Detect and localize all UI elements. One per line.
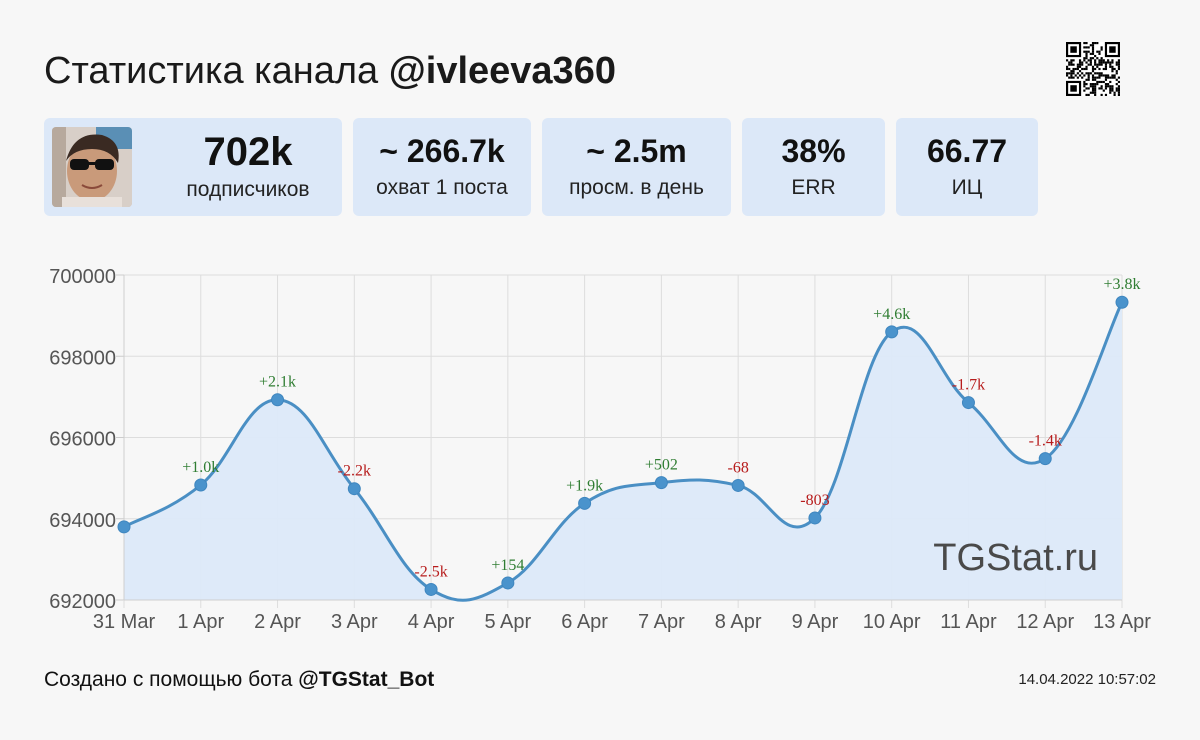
err-card: 38% ERR: [742, 118, 885, 216]
reach-card: ~ 266.7k охват 1 поста: [353, 118, 531, 216]
data-point: [961, 396, 975, 410]
reach-value: ~ 266.7k: [379, 133, 505, 169]
y-tick-label: 692000: [49, 591, 116, 613]
channel-handle[interactable]: @ivleeva360: [388, 50, 616, 92]
x-tick-label: 11 Apr: [940, 611, 997, 633]
qr-code-icon[interactable]: [1066, 42, 1120, 96]
data-label: +4.6k: [873, 306, 910, 323]
data-label: +1.9k: [566, 477, 603, 494]
subscribers-value: 702k: [203, 130, 293, 174]
reach-label: охват 1 поста: [376, 176, 508, 199]
data-point: [808, 511, 822, 525]
data-point: [885, 325, 899, 339]
x-tick-label: 9 Apr: [792, 611, 839, 633]
daily-views-label: просм. в день: [569, 176, 704, 199]
subscribers-label: подписчиков: [186, 178, 310, 201]
data-label: +1.0k: [182, 459, 219, 476]
watermark-text: TGStat.ru: [933, 537, 1098, 579]
x-tick-label: 12 Apr: [1016, 611, 1074, 633]
data-point: [424, 582, 438, 596]
x-tick-label: 10 Apr: [863, 611, 921, 633]
data-point: [194, 478, 208, 492]
x-tick-label: 3 Apr: [331, 611, 378, 633]
footer-credit: Создано с помощью бота @TGStat_Bot: [44, 668, 434, 692]
daily-views-value: ~ 2.5m: [586, 133, 687, 169]
x-tick-label: 5 Apr: [484, 611, 531, 633]
data-point: [1038, 452, 1052, 466]
area-fill: [124, 302, 1122, 601]
x-tick-label: 7 Apr: [638, 611, 685, 633]
x-tick-label: 8 Apr: [715, 611, 762, 633]
bot-link[interactable]: @TGStat_Bot: [298, 668, 435, 691]
data-label: -1.4k: [1029, 433, 1062, 450]
y-tick-label: 694000: [49, 510, 116, 532]
data-point: [654, 476, 668, 490]
data-point: [731, 478, 745, 492]
subscribers-card: 702k подписчиков: [44, 118, 342, 216]
citation-index-label: ИЦ: [951, 176, 983, 199]
data-label: -2.5k: [414, 563, 447, 580]
data-label: +154: [491, 557, 524, 574]
avatar-image: [52, 127, 132, 207]
data-point: [117, 520, 131, 534]
x-tick-label: 6 Apr: [561, 611, 608, 633]
footer-timestamp: 14.04.2022 10:57:02: [1018, 671, 1156, 688]
data-point: [501, 576, 515, 590]
data-label: -803: [800, 492, 829, 509]
y-tick-label: 696000: [49, 429, 116, 451]
err-label: ERR: [791, 176, 836, 199]
data-label: -68: [727, 459, 748, 476]
x-tick-label: 31 Mar: [93, 611, 156, 633]
data-label: -1.7k: [952, 377, 985, 394]
footer-created-text: Создано с помощью бота: [44, 668, 293, 691]
citation-index-card: 66.77 ИЦ: [896, 118, 1038, 216]
title-prefix: Статистика канала: [44, 50, 379, 92]
data-point: [271, 393, 285, 407]
citation-index-value: 66.77: [926, 133, 1008, 169]
x-tick-label: 13 Apr: [1093, 611, 1151, 633]
y-tick-label: 700000: [49, 266, 116, 288]
x-tick-label: 4 Apr: [408, 611, 455, 633]
data-label: +3.8k: [1103, 276, 1140, 293]
y-tick-label: 698000: [49, 347, 116, 369]
page-title: Статистика канала @ivleeva360: [44, 46, 616, 96]
err-value: 38%: [781, 133, 846, 169]
x-tick-label: 1 Apr: [177, 611, 224, 633]
data-label: -2.2k: [338, 463, 371, 480]
data-label: +2.1k: [259, 374, 296, 391]
channel-avatar[interactable]: [52, 127, 132, 207]
data-point: [347, 482, 361, 496]
data-label: +502: [645, 457, 678, 474]
daily-views-card: ~ 2.5m просм. в день: [542, 118, 731, 216]
x-tick-label: 2 Apr: [254, 611, 301, 633]
data-point: [1115, 295, 1129, 309]
data-point: [578, 496, 592, 510]
